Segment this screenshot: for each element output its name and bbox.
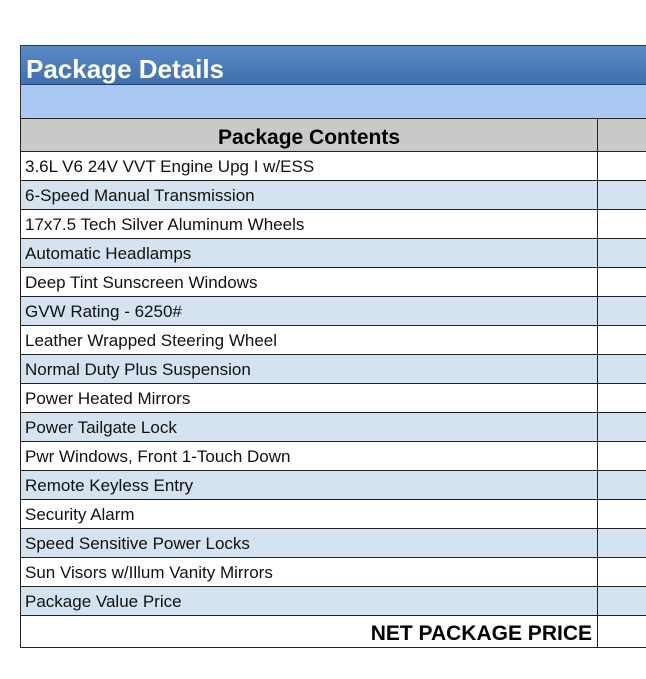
net-cell: NET PACKAGE PRICE [21,616,598,647]
item-cell: Deep Tint Sunscreen Windows [21,268,598,296]
item-cell: Leather Wrapped Steering Wheel [21,326,598,354]
item-cell: Security Alarm [21,500,598,528]
item-cell: GVW Rating - 6250# [21,297,598,325]
blue-band [20,85,646,118]
item-row: Sun Visors w/Illum Vanity Mirrors [20,558,646,587]
item-cell: Power Heated Mirrors [21,384,598,412]
header-row: Package Contents [20,118,646,152]
item-row: 3.6L V6 24V VVT Engine Upg I w/ESS [20,152,646,181]
item-row: Power Heated Mirrors [20,384,646,413]
item-cell: Power Tailgate Lock [21,413,598,441]
item-row: GVW Rating - 6250# [20,297,646,326]
item-row: Normal Duty Plus Suspension [20,355,646,384]
item-cell: 3.6L V6 24V VVT Engine Upg I w/ESS [21,152,598,180]
item-cell: Sun Visors w/Illum Vanity Mirrors [21,558,598,586]
net-row: NET PACKAGE PRICE [20,616,646,648]
item-cell: 6-Speed Manual Transmission [21,181,598,209]
header-cell: Package Contents [21,119,598,151]
title-bar: Package Details [20,45,646,85]
item-row: Power Tailgate Lock [20,413,646,442]
item-cell: Pwr Windows, Front 1-Touch Down [21,442,598,470]
item-row: Security Alarm [20,500,646,529]
item-row: Automatic Headlamps [20,239,646,268]
item-cell: Normal Duty Plus Suspension [21,355,598,383]
item-row: Package Value Price [20,587,646,616]
item-row: 6-Speed Manual Transmission [20,181,646,210]
item-row: Leather Wrapped Steering Wheel [20,326,646,355]
item-cell: Remote Keyless Entry [21,471,598,499]
item-row: 17x7.5 Tech Silver Aluminum Wheels [20,210,646,239]
item-row: Pwr Windows, Front 1-Touch Down [20,442,646,471]
item-cell: 17x7.5 Tech Silver Aluminum Wheels [21,210,598,238]
item-cell: Automatic Headlamps [21,239,598,267]
item-row: Remote Keyless Entry [20,471,646,500]
item-row: Deep Tint Sunscreen Windows [20,268,646,297]
title: Package Details [26,54,225,84]
item-cell: Speed Sensitive Power Locks [21,529,598,557]
item-row: Speed Sensitive Power Locks [20,529,646,558]
item-cell: Package Value Price [21,587,598,615]
